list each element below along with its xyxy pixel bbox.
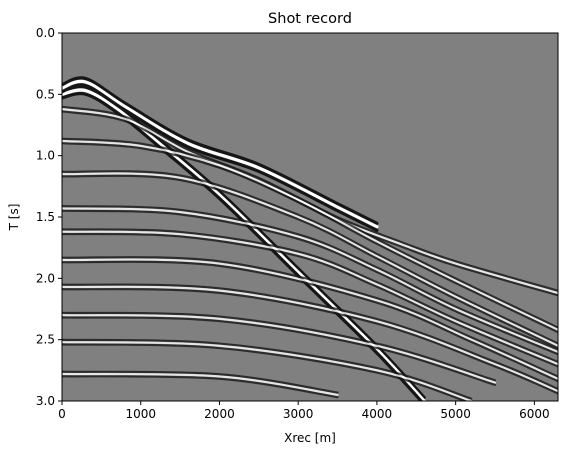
event-band-reflection-6-2 <box>62 232 558 368</box>
event-reflection-11 <box>62 370 339 399</box>
y-tick-label-1: 1.0 <box>36 149 55 163</box>
x-axis: 0 1000 2000 3000 4000 5000 6000 <box>58 401 550 421</box>
event-band-reflection-5-1 <box>62 207 558 353</box>
event-band-reflection-11-0 <box>62 370 339 394</box>
x-tick-label-4000: 4000 <box>362 407 393 421</box>
y-tick-label-3: 3.0 <box>36 394 55 408</box>
event-band-reflection-7-0 <box>62 256 558 378</box>
event-band-reflection-4-1 <box>62 172 558 347</box>
event-reflection-3 <box>62 137 558 334</box>
event-band-reflection-8-1 <box>62 285 558 393</box>
y-tick-label-2: 2.0 <box>36 271 55 285</box>
x-tick-label-5000: 5000 <box>440 407 471 421</box>
event-band-reflection-10-1 <box>62 341 473 401</box>
event-reflection-10 <box>62 338 473 401</box>
event-band-reflection-5-2 <box>62 209 558 356</box>
event-reflection-1 <box>62 76 379 232</box>
event-band-reflection-4-2 <box>62 174 558 350</box>
y-tick-label-0: 0.0 <box>36 26 55 40</box>
event-reflection-8 <box>62 283 558 395</box>
x-axis-label: Xrec [m] <box>284 431 336 445</box>
x-tick-label-0: 0 <box>58 407 66 421</box>
event-reflection-4 <box>62 170 558 350</box>
event-band-reflection-3-0 <box>62 137 558 329</box>
seismic-events <box>62 76 558 401</box>
event-band-reflection-11-1 <box>62 372 339 396</box>
y-axis: 0.0 0.5 1.0 1.5 2.0 2.5 3.0 <box>36 26 62 408</box>
y-tick-label-1.5: 1.5 <box>36 210 55 224</box>
event-band-reflection-9-0 <box>62 311 497 382</box>
event-band-reflection-8-0 <box>62 283 558 390</box>
event-band-reflection-4-0 <box>62 170 558 345</box>
event-band-reflection-7-1 <box>62 258 558 380</box>
event-band-reflection-10-2 <box>62 343 468 401</box>
y-axis-label: T [s] <box>7 204 21 232</box>
event-band-reflection-9-1 <box>62 314 497 384</box>
x-tick-label-1000: 1000 <box>125 407 156 421</box>
event-reflection-9 <box>62 311 497 386</box>
x-tick-label-6000: 6000 <box>519 407 550 421</box>
event-band-reflection-7-2 <box>62 260 558 383</box>
x-tick-label-2000: 2000 <box>204 407 235 421</box>
event-reflection-6 <box>62 228 558 368</box>
chart-title: Shot record <box>268 11 352 27</box>
plot-area <box>61 32 559 402</box>
event-band-reflection-10-0 <box>62 338 473 400</box>
event-reflection-5 <box>62 205 558 356</box>
event-reflection-7 <box>62 256 558 383</box>
event-band-reflection-8-2 <box>62 288 558 395</box>
event-band-reflection-9-2 <box>62 316 497 386</box>
event-band-reflection-6-0 <box>62 228 558 363</box>
event-band-reflection-11-2 <box>62 375 339 399</box>
event-band-reflection-1-2 <box>62 83 379 232</box>
event-band-reflection-1-0 <box>62 76 379 225</box>
x-tick-label-3000: 3000 <box>283 407 314 421</box>
event-band-reflection-6-1 <box>62 230 558 366</box>
event-band-reflection-1-1 <box>62 79 379 229</box>
event-band-reflection-5-0 <box>62 205 558 351</box>
y-tick-label-0.5: 0.5 <box>36 87 55 101</box>
y-tick-label-2.5: 2.5 <box>36 333 55 347</box>
event-band-reflection-3-2 <box>62 142 558 334</box>
event-band-reflection-3-1 <box>62 139 558 331</box>
